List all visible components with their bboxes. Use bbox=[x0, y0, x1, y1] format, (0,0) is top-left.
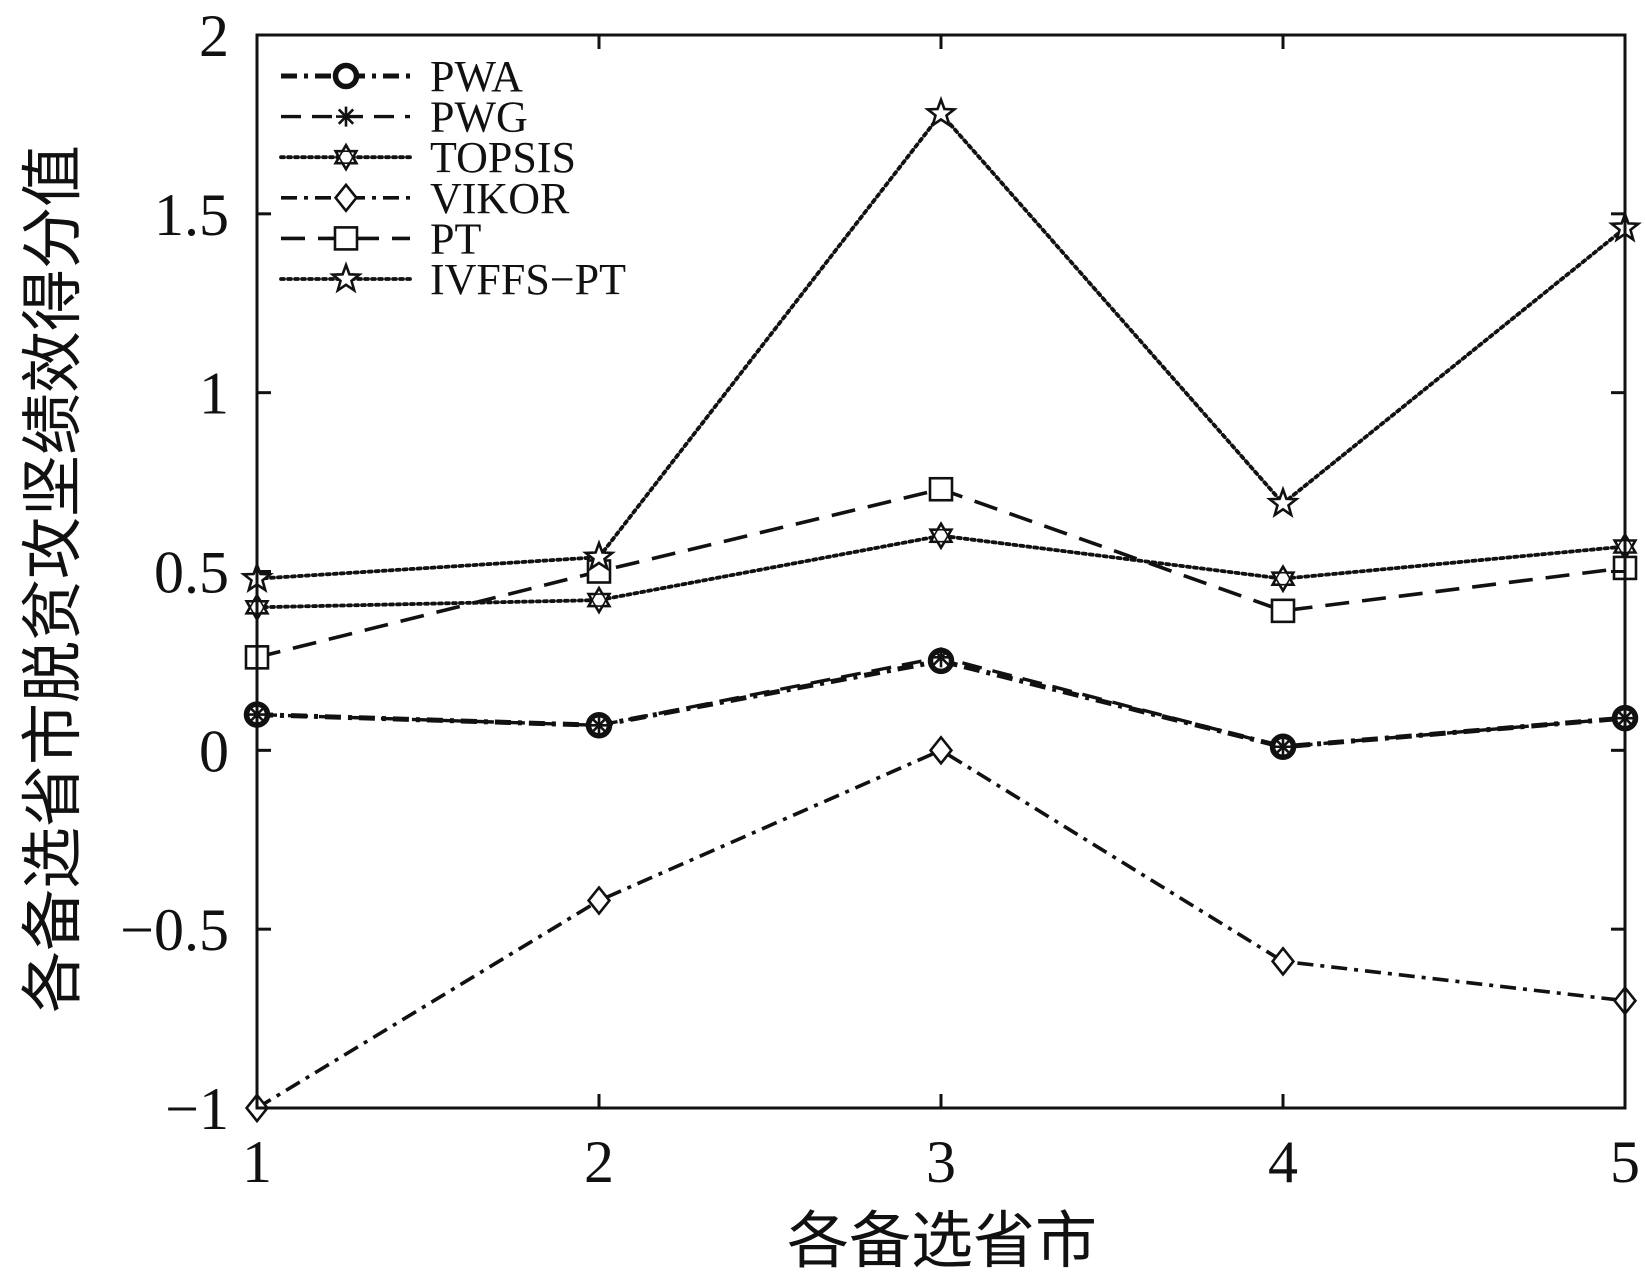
y-tick-label: −0.5 bbox=[120, 897, 229, 963]
y-tick-label: −1 bbox=[165, 1076, 229, 1142]
data-point-series1-x4 bbox=[1273, 736, 1293, 757]
legend-label: IVFFS−PT bbox=[430, 255, 626, 304]
legend-label: PWA bbox=[430, 52, 523, 101]
legend-label: PT bbox=[430, 214, 481, 263]
legend-label: PWG bbox=[430, 93, 528, 142]
data-point-series2-x2 bbox=[586, 585, 612, 615]
data-point-series1-x3 bbox=[931, 647, 951, 668]
legend-label: VIKOR bbox=[430, 174, 570, 223]
x-tick-label: 1 bbox=[242, 1129, 272, 1195]
y-tick-label: 0 bbox=[199, 718, 229, 784]
legend-entry-3: VIKOR bbox=[281, 174, 570, 223]
x-tick-label: 2 bbox=[584, 1129, 614, 1195]
x-axis-title: 各备选省市 bbox=[787, 1204, 1097, 1277]
y-tick-label: 1.5 bbox=[154, 182, 229, 248]
legend-entry-4: PT bbox=[281, 214, 481, 263]
y-tick-label: 2 bbox=[199, 3, 229, 69]
data-point-series4-x4 bbox=[1270, 598, 1296, 624]
x-tick-label: 5 bbox=[1610, 1129, 1640, 1195]
axis-ticks bbox=[255, 33, 1627, 1110]
legend-entry-5: IVFFS−PT bbox=[279, 255, 626, 304]
axis-tick-labels: 1 2 3 4 5 2 1.5 1 0.5 0 −0.5 −1 bbox=[120, 3, 1640, 1195]
data-point-series5-x2 bbox=[582, 539, 616, 572]
y-axis-title: 各备选省市脱贫攻坚绩效得分值 bbox=[16, 145, 89, 1013]
x-tick-label: 3 bbox=[926, 1129, 956, 1195]
data-point-series1-x2 bbox=[589, 715, 609, 736]
data-point-series3-x3 bbox=[928, 735, 954, 766]
data-point-series2-x3 bbox=[928, 521, 954, 551]
data-point-series4-x3 bbox=[928, 476, 954, 502]
legend-marker bbox=[332, 62, 360, 90]
data-point-series3-x2 bbox=[586, 885, 612, 916]
legend-entry-1: PWG bbox=[281, 93, 528, 142]
legend-marker bbox=[336, 106, 356, 127]
legend-marker bbox=[329, 261, 363, 294]
legend-entry-2: TOPSIS bbox=[279, 133, 576, 182]
series-line-4 bbox=[256, 487, 1626, 660]
data-point-series3-x4 bbox=[1270, 946, 1296, 977]
data-point-series2-x4 bbox=[1270, 564, 1296, 594]
legend-label: TOPSIS bbox=[430, 133, 576, 182]
legend-marker bbox=[333, 226, 359, 251]
y-tick-label: 0.5 bbox=[154, 540, 229, 606]
series-line-3 bbox=[256, 748, 1626, 1110]
legend-marker bbox=[333, 142, 359, 172]
legend-entry-0: PWA bbox=[281, 52, 523, 101]
legend-marker bbox=[333, 182, 359, 213]
data-point-series5-x3 bbox=[924, 95, 958, 129]
x-tick-label: 4 bbox=[1268, 1129, 1298, 1195]
y-tick-label: 1 bbox=[199, 361, 229, 427]
data-point-series5-x4 bbox=[1266, 485, 1300, 518]
